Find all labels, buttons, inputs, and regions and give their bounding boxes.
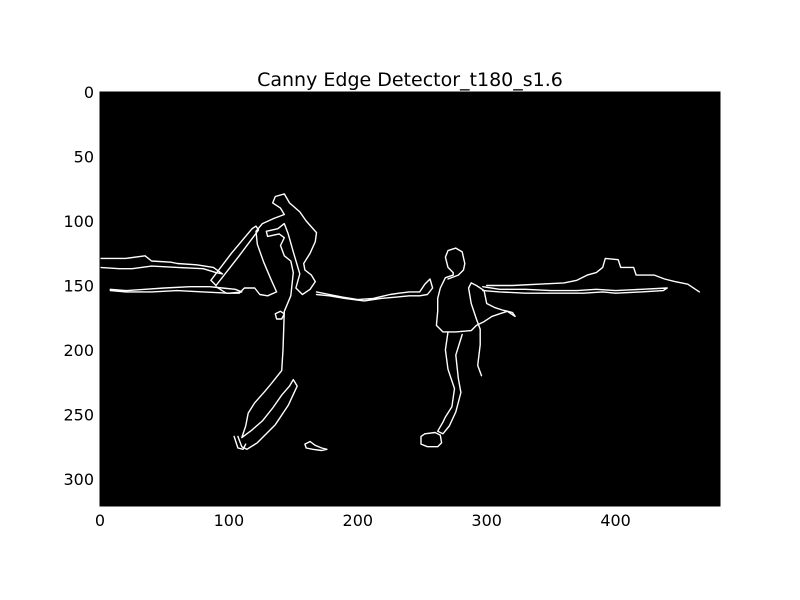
edge-map xyxy=(99,193,701,452)
y-tick-label: 250 xyxy=(63,405,94,424)
edge-bat xyxy=(210,225,260,287)
edge-ball xyxy=(420,431,443,448)
chart-title: Canny Edge Detector_t180_s1.6 xyxy=(257,69,563,91)
y-tick-label: 200 xyxy=(63,341,94,360)
x-tick-label: 0 xyxy=(95,511,105,530)
edge-catcher-body xyxy=(435,247,516,377)
edge-horizon-center xyxy=(315,278,434,302)
x-tick-label: 200 xyxy=(343,511,374,530)
x-axis: 0 100 200 300 400 xyxy=(95,92,631,530)
y-tick-label: 50 xyxy=(74,147,94,166)
y-tick-label: 0 xyxy=(84,83,94,102)
edge-horizon-left-lower xyxy=(109,286,243,294)
edge-batter-body xyxy=(215,193,318,450)
edge-horizon-right xyxy=(482,286,668,294)
edge-batter-wrist xyxy=(274,310,285,320)
y-tick-label: 300 xyxy=(63,470,94,489)
edge-batter-left-foot xyxy=(233,435,247,450)
edge-catcher-leg xyxy=(437,331,463,435)
y-tick-label: 100 xyxy=(63,212,94,231)
x-tick-label: 100 xyxy=(214,511,245,530)
y-tick-label: 150 xyxy=(63,276,94,295)
plot-area xyxy=(100,92,720,506)
x-tick-label: 300 xyxy=(471,511,502,530)
x-tick-label: 400 xyxy=(600,511,631,530)
plot-frame xyxy=(99,91,721,507)
edge-hills-right xyxy=(486,257,701,293)
edge-batter-right-foot xyxy=(304,440,328,452)
y-axis: 0 50 100 150 200 250 300 xyxy=(63,83,720,489)
